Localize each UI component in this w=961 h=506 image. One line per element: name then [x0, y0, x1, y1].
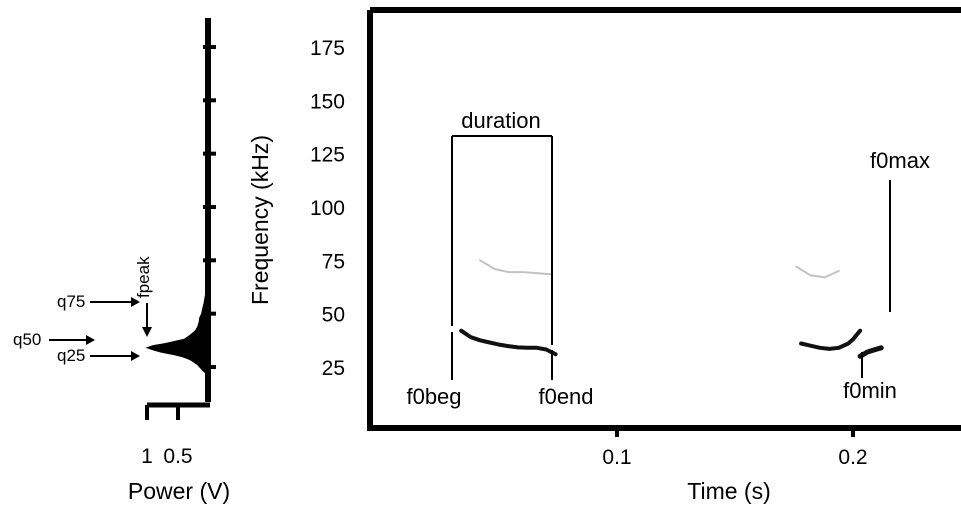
fpeak-label: fpeak: [134, 256, 153, 298]
call-traces: [459, 259, 884, 359]
q75-arrowhead-icon: [131, 297, 140, 307]
call-2-second-segment: [857, 345, 884, 359]
f0min-annotation: f0min: [843, 352, 897, 403]
q50-arrowhead-icon: [86, 335, 95, 345]
fpeak-marker: fpeak: [134, 256, 153, 337]
q25-label: q25: [57, 346, 85, 365]
call-2-fundamental: [799, 328, 863, 351]
q50-label: q50: [13, 330, 41, 349]
duration-label: duration: [461, 108, 541, 133]
f0max-annotation: f0max: [870, 148, 930, 312]
f0end-annotation: f0end: [538, 350, 594, 409]
power-spectrum-curve: [145, 249, 210, 374]
spectrogram-frame: [367, 7, 961, 431]
f0min-label: f0min: [843, 378, 897, 403]
time-tick-label-0.2: 0.2: [838, 446, 867, 469]
q25-marker: q25: [57, 346, 140, 365]
spectrogram-panel: 25 50 75 100 125 150 175 0.1 0.2 Frequency (kHz…: [247, 7, 961, 504]
f0max-label: f0max: [870, 148, 930, 173]
call-1-harmonic: [479, 259, 552, 276]
frequency-tick-label-50: 50: [322, 304, 345, 327]
q50-marker: q50: [13, 330, 95, 349]
fpeak-arrowhead-icon: [142, 327, 152, 337]
q25-arrowhead-icon: [131, 351, 140, 361]
frequency-tick-label-125: 125: [310, 144, 345, 167]
time-axis-label: Time (s): [687, 478, 770, 504]
frequency-tick-label-25: 25: [322, 357, 345, 380]
time-tick-labels: 0.1 0.2: [602, 446, 867, 469]
power-x-ticks: 1 0.5: [141, 405, 193, 468]
call-1-fundamental: [459, 328, 558, 357]
frequency-tick-label-175: 175: [310, 37, 345, 60]
frequency-axis-label: Frequency (kHz): [247, 135, 273, 305]
time-tick-label-0.1: 0.1: [602, 446, 631, 469]
duration-bracket: duration: [451, 108, 553, 345]
q75-marker: q75: [57, 292, 140, 311]
power-spectrum-panel: 1 0.5 Power (V) q75 q50 q25 fpeak: [13, 18, 230, 504]
frequency-tick-label-75: 75: [322, 250, 345, 273]
q75-label: q75: [57, 292, 85, 311]
frequency-tick-label-100: 100: [310, 197, 345, 220]
frequency-tick-labels: 25 50 75 100 125 150 175: [310, 37, 345, 380]
power-xlabel: Power (V): [128, 478, 230, 504]
call-2-harmonic: [795, 265, 840, 279]
power-x-tick-label-0.5: 0.5: [163, 445, 192, 468]
frequency-tick-label-150: 150: [310, 90, 345, 113]
f0end-label: f0end: [538, 384, 593, 409]
power-x-tick-label-1: 1: [141, 445, 153, 468]
f0beg-annotation: f0beg: [406, 332, 462, 409]
f0beg-label: f0beg: [406, 384, 461, 409]
